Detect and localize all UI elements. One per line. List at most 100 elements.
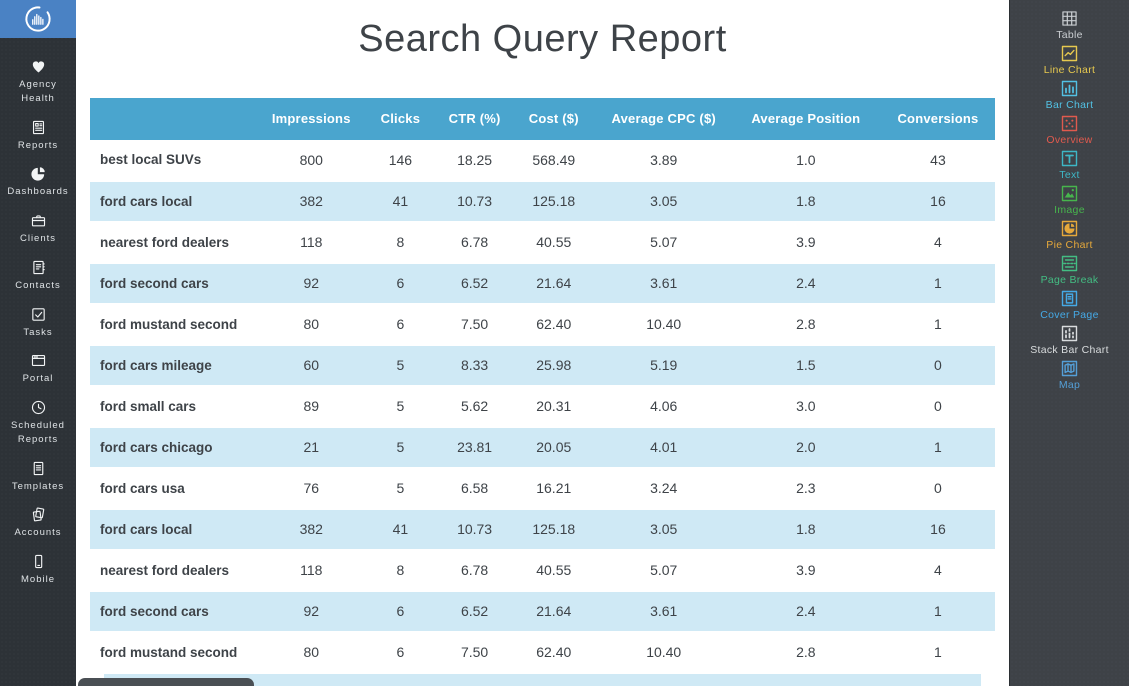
report-table-widget[interactable]: Impressions Clicks CTR (%) Cost ($) Average … bbox=[90, 97, 995, 686]
value-cell: 5.19 bbox=[596, 344, 731, 387]
sidebar-item-templates[interactable]: Templates bbox=[0, 454, 76, 501]
value-cell: 10.73 bbox=[438, 508, 511, 551]
widget-item-stack-bar-chart[interactable]: Stack Bar Chart bbox=[1010, 323, 1129, 356]
value-cell: 89 bbox=[260, 385, 363, 428]
sidebar-item-mobile[interactable]: Mobile bbox=[0, 547, 76, 594]
image-icon bbox=[1059, 183, 1080, 204]
sidebar-item-label: Tasks bbox=[23, 326, 53, 338]
column-header-clicks[interactable]: Clicks bbox=[362, 97, 439, 140]
sidebar-item-tasks[interactable]: Tasks bbox=[0, 300, 76, 347]
value-cell: 3.0 bbox=[730, 385, 881, 428]
sidebar-item-portal[interactable]: Portal bbox=[0, 346, 76, 393]
widget-item-bar-chart[interactable]: Bar Chart bbox=[1010, 78, 1129, 111]
value-cell: 118 bbox=[260, 549, 363, 592]
value-cell: 7.50 bbox=[438, 631, 511, 674]
widget-item-text[interactable]: Text bbox=[1010, 148, 1129, 181]
value-cell: 10.40 bbox=[596, 303, 731, 346]
value-cell: 80 bbox=[260, 303, 363, 346]
page-title: Search Query Report bbox=[358, 18, 727, 60]
value-cell: 16 bbox=[880, 180, 995, 223]
value-cell: 21 bbox=[260, 426, 363, 469]
widget-item-cover-page[interactable]: Cover Page bbox=[1010, 288, 1129, 321]
widget-item-label: Cover Page bbox=[1040, 309, 1099, 321]
sidebar-item-clients[interactable]: Clients bbox=[0, 206, 76, 253]
value-cell: 0 bbox=[880, 385, 995, 428]
value-cell: 1 bbox=[880, 631, 995, 674]
sidebar-item-label: Scheduled Reports bbox=[11, 420, 65, 445]
value-cell: 6.52 bbox=[438, 262, 511, 305]
table-row: ford cars local 382 41 10.73 125.18 3.05 1.8 16 bbox=[90, 508, 995, 551]
sidebar-item-contacts[interactable]: Contacts bbox=[0, 253, 76, 300]
widget-item-label: Text bbox=[1059, 169, 1080, 181]
sidebar-item-dashboards[interactable]: Dashboards bbox=[0, 159, 76, 206]
sidebar-item-reports[interactable]: Reports bbox=[0, 113, 76, 160]
value-cell: 2.3 bbox=[730, 467, 881, 510]
value-cell: 4 bbox=[880, 221, 995, 264]
value-cell: 25.98 bbox=[510, 344, 597, 387]
column-header-conversions[interactable]: Conversions bbox=[880, 97, 995, 140]
value-cell: 16.21 bbox=[510, 467, 597, 510]
sidebar-item-scheduled-reports[interactable]: Scheduled Reports bbox=[0, 393, 76, 454]
query-cell: ford cars mileage bbox=[90, 344, 261, 387]
column-header-average-cpc[interactable]: Average CPC ($) bbox=[596, 97, 731, 140]
value-cell: 43 bbox=[880, 139, 995, 182]
value-cell: 80 bbox=[260, 631, 363, 674]
app-logo[interactable] bbox=[0, 0, 76, 38]
column-header-ctr[interactable]: CTR (%) bbox=[438, 97, 511, 140]
query-cell: ford cars usa bbox=[90, 467, 261, 510]
column-header-cost[interactable]: Cost ($) bbox=[510, 97, 597, 140]
value-cell: 7.50 bbox=[438, 303, 511, 346]
widget-item-label: Image bbox=[1054, 204, 1085, 216]
widget-item-line-chart[interactable]: Line Chart bbox=[1010, 43, 1129, 76]
overview-icon bbox=[1059, 113, 1080, 134]
bar-chart-icon bbox=[1059, 78, 1080, 99]
column-header-query[interactable] bbox=[90, 97, 261, 140]
value-cell: 62.40 bbox=[510, 303, 597, 346]
value-cell: 3.61 bbox=[596, 590, 731, 633]
cover-page-icon bbox=[1059, 288, 1080, 309]
value-cell: 0 bbox=[880, 467, 995, 510]
value-cell: 3.05 bbox=[596, 508, 731, 551]
column-header-impressions[interactable]: Impressions bbox=[260, 97, 363, 140]
widget-item-overview[interactable]: Overview bbox=[1010, 113, 1129, 146]
query-cell: ford small cars bbox=[90, 385, 261, 428]
sidebar-item-label: Reports bbox=[17, 139, 59, 151]
query-cell: nearest ford dealers bbox=[90, 549, 261, 592]
value-cell: 2.8 bbox=[730, 631, 881, 674]
value-cell: 5.07 bbox=[596, 221, 731, 264]
widget-item-image[interactable]: Image bbox=[1010, 183, 1129, 216]
main-navigation: Agency Health Reports Dashboards Clients… bbox=[0, 38, 76, 594]
widget-palette: Table Line Chart Bar Chart Overview Text… bbox=[1009, 0, 1129, 686]
partial-next-row bbox=[104, 673, 981, 686]
sidebar-item-label: Portal bbox=[22, 373, 54, 385]
value-cell: 6.52 bbox=[438, 590, 511, 633]
value-cell: 1.5 bbox=[730, 344, 881, 387]
sidebar-item-label: Templates bbox=[11, 480, 65, 492]
value-cell: 2.4 bbox=[730, 590, 881, 633]
widget-item-page-break[interactable]: Page Break bbox=[1010, 253, 1129, 286]
sidebar-item-accounts[interactable]: Accounts bbox=[0, 500, 76, 547]
value-cell: 3.61 bbox=[596, 262, 731, 305]
heart-icon bbox=[30, 58, 47, 75]
value-cell: 2.0 bbox=[730, 426, 881, 469]
widget-item-table[interactable]: Table bbox=[1010, 8, 1129, 41]
widget-item-label: Line Chart bbox=[1043, 64, 1096, 76]
value-cell: 1.8 bbox=[730, 508, 881, 551]
sidebar-item-label: Contacts bbox=[15, 279, 61, 291]
value-cell: 1 bbox=[880, 590, 995, 633]
circle-bars-logo-icon bbox=[23, 4, 53, 34]
widget-item-pie-chart[interactable]: Pie Chart bbox=[1010, 218, 1129, 251]
query-cell: ford cars local bbox=[90, 508, 261, 551]
value-cell: 146 bbox=[362, 139, 439, 182]
text-icon bbox=[1059, 148, 1080, 169]
value-cell: 76 bbox=[260, 467, 363, 510]
value-cell: 10.40 bbox=[596, 631, 731, 674]
sidebar-item-agency-health[interactable]: Agency Health bbox=[0, 52, 76, 113]
table-row: ford cars local 382 41 10.73 125.18 3.05 1.8 16 bbox=[90, 180, 995, 223]
contacts-icon bbox=[30, 259, 47, 276]
value-cell: 2.4 bbox=[730, 262, 881, 305]
report-canvas: Search Query Report Impressions Clicks CTR… bbox=[76, 0, 1009, 686]
column-header-average-position[interactable]: Average Position bbox=[730, 97, 881, 140]
widget-item-map[interactable]: Map bbox=[1010, 358, 1129, 391]
